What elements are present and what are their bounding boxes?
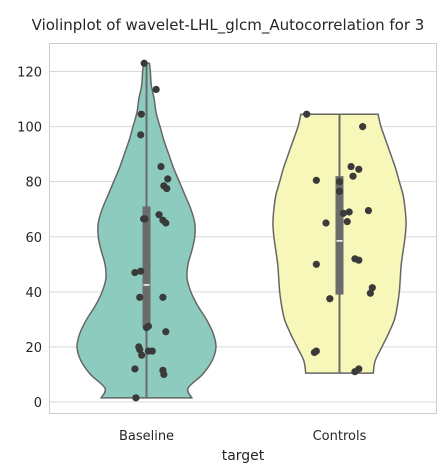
iqr-box-controls (335, 176, 344, 295)
data-point (159, 293, 167, 301)
y-tick-label: 60 (25, 231, 42, 246)
data-point (164, 175, 172, 183)
data-point (322, 219, 330, 227)
data-point (135, 343, 143, 351)
data-point (335, 178, 344, 186)
data-point (162, 328, 170, 336)
data-point (140, 59, 148, 67)
inner-boxes (142, 63, 344, 398)
data-point (355, 165, 363, 173)
data-point (137, 110, 145, 118)
y-tick-label: 0 (34, 396, 42, 411)
data-point (326, 295, 334, 303)
data-point (368, 284, 376, 292)
data-point (160, 370, 168, 379)
data-point (163, 184, 171, 193)
data-point (345, 208, 353, 216)
plot-frame (49, 43, 437, 414)
data-point (131, 268, 139, 277)
data-point (355, 256, 363, 264)
data-point (141, 215, 149, 223)
data-point (364, 207, 373, 215)
data-point (162, 219, 170, 227)
data-point (152, 85, 160, 94)
data-point (347, 162, 355, 171)
y-tick-label: 20 (25, 341, 42, 356)
data-point (144, 322, 153, 330)
data-point (312, 260, 320, 268)
data-point (137, 267, 145, 275)
y-tick-label: 100 (17, 121, 42, 136)
data-point (351, 368, 359, 376)
data-point (148, 347, 156, 355)
data-point (335, 187, 344, 195)
x-tick-labels: Baseline Controls (119, 429, 367, 444)
x-axis-label: target (222, 448, 265, 464)
data-point (366, 289, 374, 297)
strip-points (131, 59, 376, 402)
data-point (312, 176, 320, 184)
y-tick-label: 40 (25, 286, 42, 301)
data-point (359, 123, 367, 131)
data-point (138, 351, 146, 359)
data-point (157, 162, 165, 171)
x-tick-label: Controls (313, 429, 367, 444)
data-point (303, 110, 311, 118)
data-point (339, 209, 347, 217)
data-point (155, 211, 163, 219)
data-point (349, 172, 357, 180)
violins (76, 62, 407, 399)
y-tick-label: 120 (17, 66, 42, 81)
data-point (343, 218, 351, 226)
data-point (136, 293, 144, 301)
y-tick-labels: 0 20 40 60 80 100 120 (17, 66, 42, 411)
chart-title: Violinplot of wavelet-LHL_glcm_Autocorre… (32, 16, 425, 35)
data-point (310, 348, 319, 357)
y-tick-label: 80 (25, 176, 42, 191)
x-tick-label: Baseline (119, 429, 174, 444)
data-point (137, 131, 145, 139)
data-point (131, 365, 139, 373)
data-point (132, 394, 140, 402)
iqr-box-baseline (142, 206, 151, 328)
